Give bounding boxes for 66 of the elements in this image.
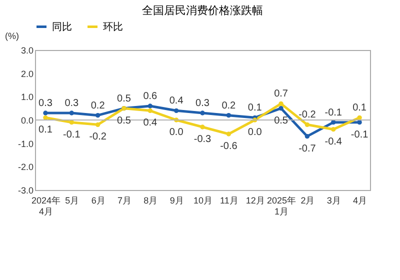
y-tick-label: 0.0 bbox=[20, 116, 34, 126]
data-label: 0.2 bbox=[90, 100, 106, 112]
x-tick-label: 7月 bbox=[117, 196, 132, 206]
point bbox=[278, 106, 284, 111]
point bbox=[304, 122, 310, 128]
x-tick-label: 12月 bbox=[246, 196, 265, 206]
point bbox=[174, 108, 179, 114]
x-tick-label: 2024年 4月 bbox=[31, 196, 60, 216]
data-label: 0.3 bbox=[38, 98, 53, 109]
data-label: 0.3 bbox=[64, 98, 80, 109]
data-label: -0.7 bbox=[298, 143, 316, 154]
x-tick-label: 3月 bbox=[326, 196, 341, 206]
data-label: 0.7 bbox=[274, 88, 288, 100]
point bbox=[200, 110, 205, 116]
data-label: 0.6 bbox=[143, 91, 158, 102]
data-label: -0.2 bbox=[298, 110, 316, 121]
x-tick-label: 2月 bbox=[300, 196, 315, 206]
point bbox=[200, 124, 205, 130]
x-tick-label: 11月 bbox=[220, 196, 238, 206]
data-label: 0.1 bbox=[352, 102, 367, 114]
y-tick-label: -3.0 bbox=[18, 186, 34, 196]
y-tick-label: -1.0 bbox=[18, 138, 34, 149]
chart-title: 全国居民消费价格涨跌幅 bbox=[142, 4, 263, 17]
data-label: -0.4 bbox=[324, 136, 342, 148]
x-tick-label: 10月 bbox=[193, 196, 213, 206]
data-label: -0.6 bbox=[220, 141, 238, 152]
data-label: -0.1 bbox=[63, 129, 81, 140]
x-tick-label: 9月 bbox=[170, 196, 184, 206]
data-label: 0.5 bbox=[117, 93, 132, 104]
legend-label: 同比 bbox=[52, 20, 72, 33]
point bbox=[148, 108, 152, 114]
y-tick-label: 2.0 bbox=[20, 68, 34, 79]
point bbox=[95, 122, 100, 128]
y-tick-label: 1.0 bbox=[20, 92, 34, 102]
data-label: 0.0 bbox=[248, 127, 262, 138]
y-tick-label: 3.0 bbox=[20, 46, 34, 56]
x-tick-label: 4月 bbox=[353, 196, 368, 206]
point bbox=[304, 134, 310, 139]
data-label: -0.1 bbox=[350, 129, 369, 140]
data-label: 0.0 bbox=[169, 127, 184, 138]
point bbox=[43, 110, 48, 116]
data-label: 0.4 bbox=[143, 118, 158, 129]
data-label: -0.2 bbox=[89, 132, 107, 143]
point bbox=[226, 132, 232, 136]
data-label: 0.5 bbox=[117, 115, 132, 126]
data-label: -0.1 bbox=[324, 107, 342, 118]
data-label: -0.3 bbox=[194, 134, 212, 145]
data-label: 0.4 bbox=[169, 96, 184, 107]
y-tick-label: -2.0 bbox=[18, 162, 34, 172]
y-axis-title: (%) bbox=[5, 31, 19, 41]
point bbox=[148, 104, 152, 108]
legend-label: 环比 bbox=[103, 20, 123, 33]
x-tick-label: 2025年 1月 bbox=[267, 196, 296, 216]
point bbox=[278, 101, 284, 106]
x-tick-label: 8月 bbox=[144, 196, 158, 206]
point bbox=[331, 126, 336, 132]
point bbox=[69, 110, 74, 116]
x-tick-label: 6月 bbox=[91, 196, 106, 206]
data-label: 0.2 bbox=[222, 100, 236, 112]
x-tick-label: 5月 bbox=[65, 196, 80, 206]
point bbox=[95, 112, 100, 118]
data-label: 0.3 bbox=[196, 98, 210, 109]
data-label: 0.1 bbox=[38, 124, 53, 136]
data-label: 0.5 bbox=[274, 115, 288, 126]
point bbox=[226, 112, 232, 118]
data-label: 0.1 bbox=[248, 102, 262, 114]
